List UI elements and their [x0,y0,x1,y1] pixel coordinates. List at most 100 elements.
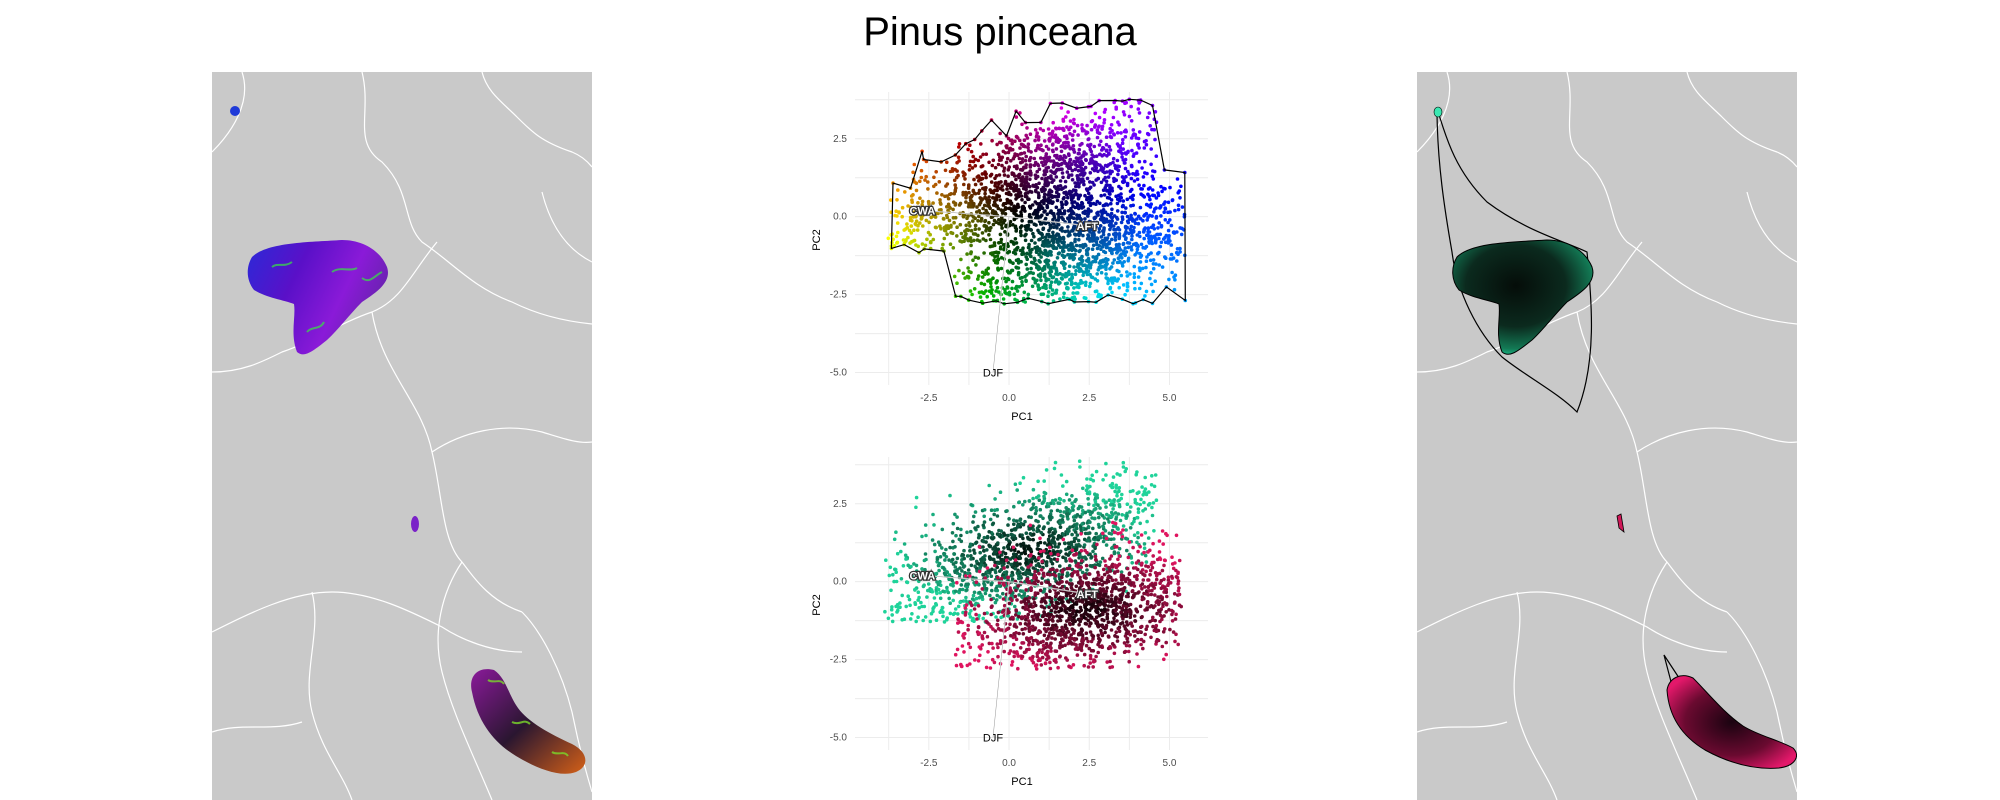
data-point [934,603,939,607]
data-point [1039,143,1043,147]
data-point [1060,203,1064,207]
data-point [1015,153,1019,157]
data-point [1021,249,1025,254]
data-point [1000,216,1004,221]
data-point [1028,163,1032,167]
data-point [893,567,897,572]
data-point [1110,207,1114,212]
data-point [1062,254,1067,259]
data-point [1064,610,1069,615]
data-point [1045,244,1050,248]
data-point [1099,193,1103,198]
data-point [1115,251,1119,255]
data-point [1046,147,1051,151]
data-point [916,590,921,594]
data-point [1132,272,1137,276]
data-point [1144,142,1149,147]
data-point [991,627,995,631]
data-point [1070,494,1074,498]
data-point [950,557,955,562]
data-point [1042,633,1047,638]
data-point [1098,600,1102,604]
data-point [1016,270,1021,275]
data-point [1034,505,1038,510]
data-point [1085,123,1089,128]
data-point [995,195,999,200]
data-point [1031,502,1036,506]
data-point [1047,605,1051,610]
data-point [980,231,985,235]
data-point [1125,288,1129,293]
data-point [974,596,979,601]
data-point [988,556,992,561]
data-point [908,603,912,608]
data-point [1069,173,1074,177]
data-point [1114,221,1118,226]
data-point [1094,469,1099,474]
data-point [923,243,928,248]
data-point [1130,217,1134,221]
data-point [1110,189,1115,193]
data-point [1031,609,1036,614]
data-point [914,222,918,227]
data-point [933,225,938,230]
data-point [1104,179,1109,184]
data-point [942,620,947,624]
data-point [1072,286,1076,290]
data-point [1084,631,1089,635]
data-point [1066,600,1071,604]
data-point [1074,536,1078,541]
data-point [1032,234,1036,239]
data-point [1056,545,1060,549]
data-point [984,238,988,243]
data-point [1003,181,1007,186]
data-point [981,572,985,577]
data-point [952,191,956,196]
data-point [1035,169,1039,174]
data-point [1108,126,1112,131]
data-point [1034,248,1039,252]
data-point [1092,594,1096,598]
data-point [1086,583,1091,588]
data-point [1068,158,1072,162]
data-point [969,609,973,613]
data-point [984,665,989,670]
data-point [1025,136,1030,140]
data-point [889,607,894,612]
data-point [973,255,978,260]
data-point [1115,201,1120,206]
data-point [1005,565,1010,569]
data-point [912,228,916,232]
data-point [963,233,968,237]
data-point [985,634,990,639]
data-point [1054,277,1059,282]
data-point [993,176,997,181]
data-point [1028,636,1032,641]
data-point [1000,553,1004,557]
vector-label-aft: AFT [1077,221,1099,233]
data-point [1040,206,1045,211]
data-point [996,561,1000,565]
data-point [1112,616,1116,620]
data-point [1096,169,1100,174]
data-point [1177,558,1182,563]
data-point [1029,266,1033,271]
data-point [1076,168,1081,173]
data-point [1109,597,1114,601]
data-point [1031,231,1035,236]
data-point [1149,240,1154,244]
data-point [1038,507,1043,512]
data-point [1088,281,1093,286]
data-point [1053,498,1058,502]
data-point [1117,554,1122,558]
data-point [970,618,975,623]
data-point [1021,175,1025,179]
data-point [1095,246,1100,251]
data-point [1134,607,1138,611]
data-point [1049,501,1053,506]
data-point [972,177,976,182]
data-point [1014,609,1019,613]
data-point [989,536,994,540]
data-point [919,168,924,173]
data-point [1166,228,1171,233]
